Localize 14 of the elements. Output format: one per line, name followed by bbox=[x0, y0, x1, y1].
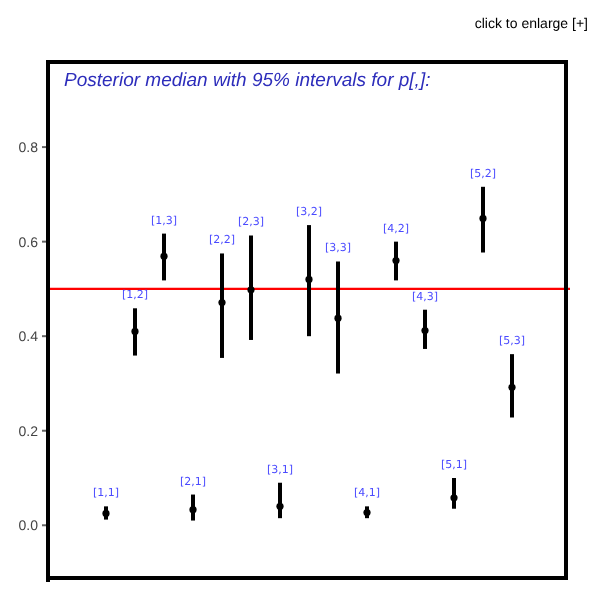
point bbox=[276, 502, 284, 510]
chart-title: Posterior median with 95% intervals for p[,]: bbox=[64, 70, 431, 92]
point bbox=[392, 256, 400, 265]
point bbox=[421, 326, 429, 335]
point bbox=[508, 383, 516, 391]
point bbox=[160, 252, 168, 260]
point bbox=[334, 314, 342, 322]
point bbox=[450, 494, 458, 502]
point bbox=[479, 214, 487, 223]
point bbox=[131, 327, 139, 336]
point bbox=[218, 299, 226, 307]
point bbox=[305, 275, 313, 284]
point bbox=[247, 286, 255, 294]
point bbox=[189, 506, 197, 514]
